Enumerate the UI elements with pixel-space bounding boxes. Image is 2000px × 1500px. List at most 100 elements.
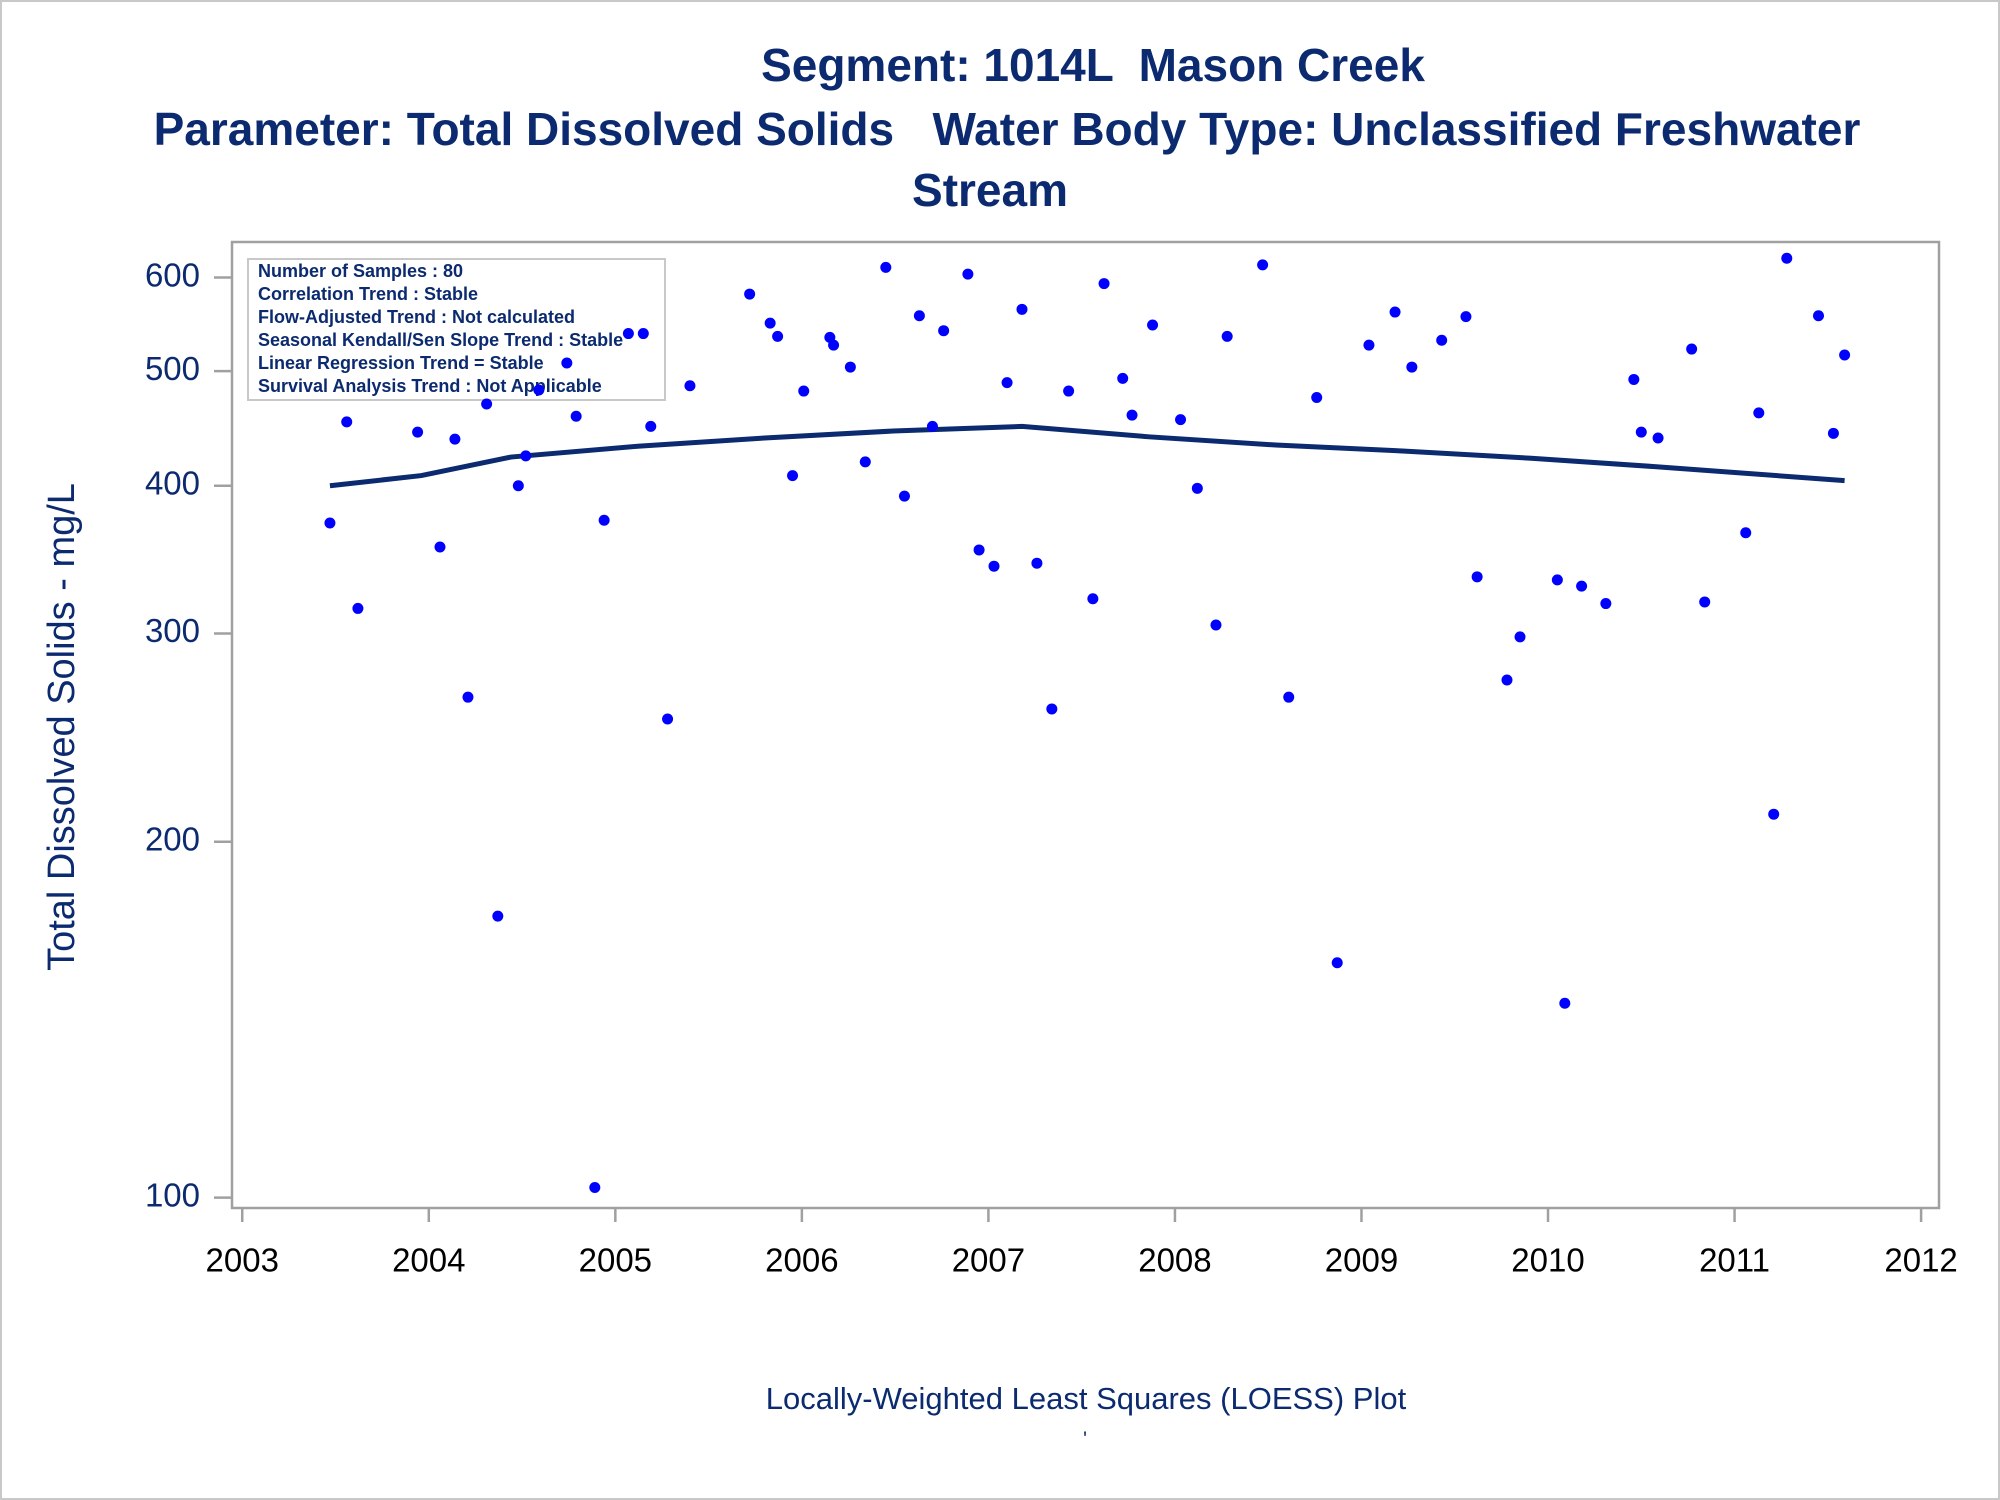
- chart-subtitle: Parameter: Total Dissolved Solids Water …: [154, 103, 1861, 155]
- data-point: [1652, 432, 1664, 444]
- data-point: [570, 410, 582, 422]
- data-point: [434, 541, 446, 553]
- data-point: [1600, 598, 1612, 610]
- data-point: [1686, 343, 1698, 355]
- data-point: [1117, 372, 1129, 384]
- data-point: [1311, 392, 1323, 404]
- data-point: [962, 268, 974, 280]
- data-point: [1257, 259, 1269, 271]
- x-axis-label: Locally-Weighted Least Squares (LOESS) P…: [766, 1381, 1407, 1416]
- x-tick-label: 2003: [206, 1242, 279, 1279]
- data-point: [352, 602, 364, 614]
- data-point: [1812, 310, 1824, 322]
- y-tick-label: 100: [145, 1176, 200, 1213]
- data-point: [1699, 596, 1711, 608]
- footnote: ': [1083, 1428, 1087, 1450]
- data-point: [520, 450, 532, 462]
- chart-subtitle: Stream: [912, 164, 1068, 216]
- data-point: [1501, 674, 1513, 686]
- data-point: [598, 514, 610, 526]
- data-point: [973, 544, 985, 556]
- x-tick-label: 2007: [952, 1242, 1025, 1279]
- data-point: [1740, 527, 1752, 539]
- data-point: [1098, 278, 1110, 290]
- data-point: [589, 1181, 601, 1193]
- data-point: [412, 426, 424, 438]
- data-point: [1126, 409, 1138, 421]
- data-point: [880, 261, 892, 273]
- x-tick-label: 2009: [1325, 1242, 1398, 1279]
- y-tick-label: 400: [145, 464, 200, 501]
- info-text: Number of Samples : 80: [258, 261, 463, 281]
- data-point: [844, 361, 856, 373]
- y-tick-label: 500: [145, 350, 200, 387]
- data-point: [1406, 361, 1418, 373]
- data-point: [324, 517, 336, 529]
- data-point: [1628, 373, 1640, 385]
- data-point: [1576, 580, 1588, 592]
- data-point: [1781, 252, 1793, 264]
- data-point: [1283, 691, 1295, 703]
- data-point: [533, 384, 545, 396]
- info-text: Linear Regression Trend = Stable: [258, 353, 544, 373]
- data-point: [1191, 482, 1203, 494]
- data-point: [1460, 311, 1472, 323]
- x-tick-label: 2011: [1699, 1242, 1770, 1279]
- data-point: [1753, 407, 1765, 419]
- data-point: [1147, 319, 1159, 331]
- x-tick-label: 2004: [392, 1242, 465, 1279]
- data-point: [744, 288, 756, 300]
- data-point: [828, 339, 840, 351]
- info-box: [247, 258, 666, 401]
- data-point: [1436, 334, 1448, 346]
- data-point: [1559, 997, 1571, 1009]
- data-point: [1031, 557, 1043, 569]
- data-point: [1389, 306, 1401, 318]
- data-point: [1210, 619, 1222, 631]
- data-point: [938, 325, 950, 337]
- data-point: [859, 456, 871, 468]
- x-tick-label: 2012: [1884, 1242, 1957, 1279]
- data-point: [926, 420, 938, 432]
- y-axis-label: Total Dissolved Solids - mg/L: [41, 483, 83, 971]
- data-point: [787, 470, 799, 482]
- loess-line: [329, 423, 1845, 489]
- data-point: [764, 317, 776, 329]
- data-point: [1331, 957, 1343, 969]
- data-point: [684, 380, 696, 392]
- data-point: [1363, 339, 1375, 351]
- y-tick-label: 300: [145, 612, 200, 649]
- data-point: [1001, 377, 1013, 389]
- info-text: Flow-Adjusted Trend : Not calculated: [258, 307, 575, 327]
- data-point: [1551, 574, 1563, 586]
- data-point: [449, 433, 461, 445]
- data-point: [1827, 427, 1839, 439]
- data-point: [1175, 414, 1187, 426]
- data-point: [798, 385, 810, 397]
- info-text: Seasonal Kendall/Sen Slope Trend : Stabl…: [258, 330, 623, 350]
- data-point: [988, 560, 1000, 572]
- data-point: [622, 328, 634, 340]
- x-tick-label: 2008: [1138, 1242, 1211, 1279]
- data-point: [913, 310, 925, 322]
- data-point: [1635, 426, 1647, 438]
- data-point: [1046, 703, 1058, 715]
- data-point: [1514, 631, 1526, 643]
- x-tick-label: 2005: [579, 1242, 652, 1279]
- data-point: [1087, 593, 1099, 605]
- y-tick-label: 200: [145, 820, 200, 857]
- data-point: [662, 713, 674, 725]
- data-point: [1016, 303, 1028, 315]
- data-point: [1221, 330, 1233, 342]
- info-text: Survival Analysis Trend : Not Applicable: [258, 376, 602, 396]
- data-point: [1471, 571, 1483, 583]
- data-point: [341, 416, 353, 428]
- y-tick-label: 600: [145, 256, 200, 293]
- x-tick-label: 2006: [765, 1242, 838, 1279]
- data-point: [561, 357, 573, 369]
- data-point: [645, 420, 657, 432]
- x-tick-label: 2010: [1511, 1242, 1584, 1279]
- data-point: [462, 691, 474, 703]
